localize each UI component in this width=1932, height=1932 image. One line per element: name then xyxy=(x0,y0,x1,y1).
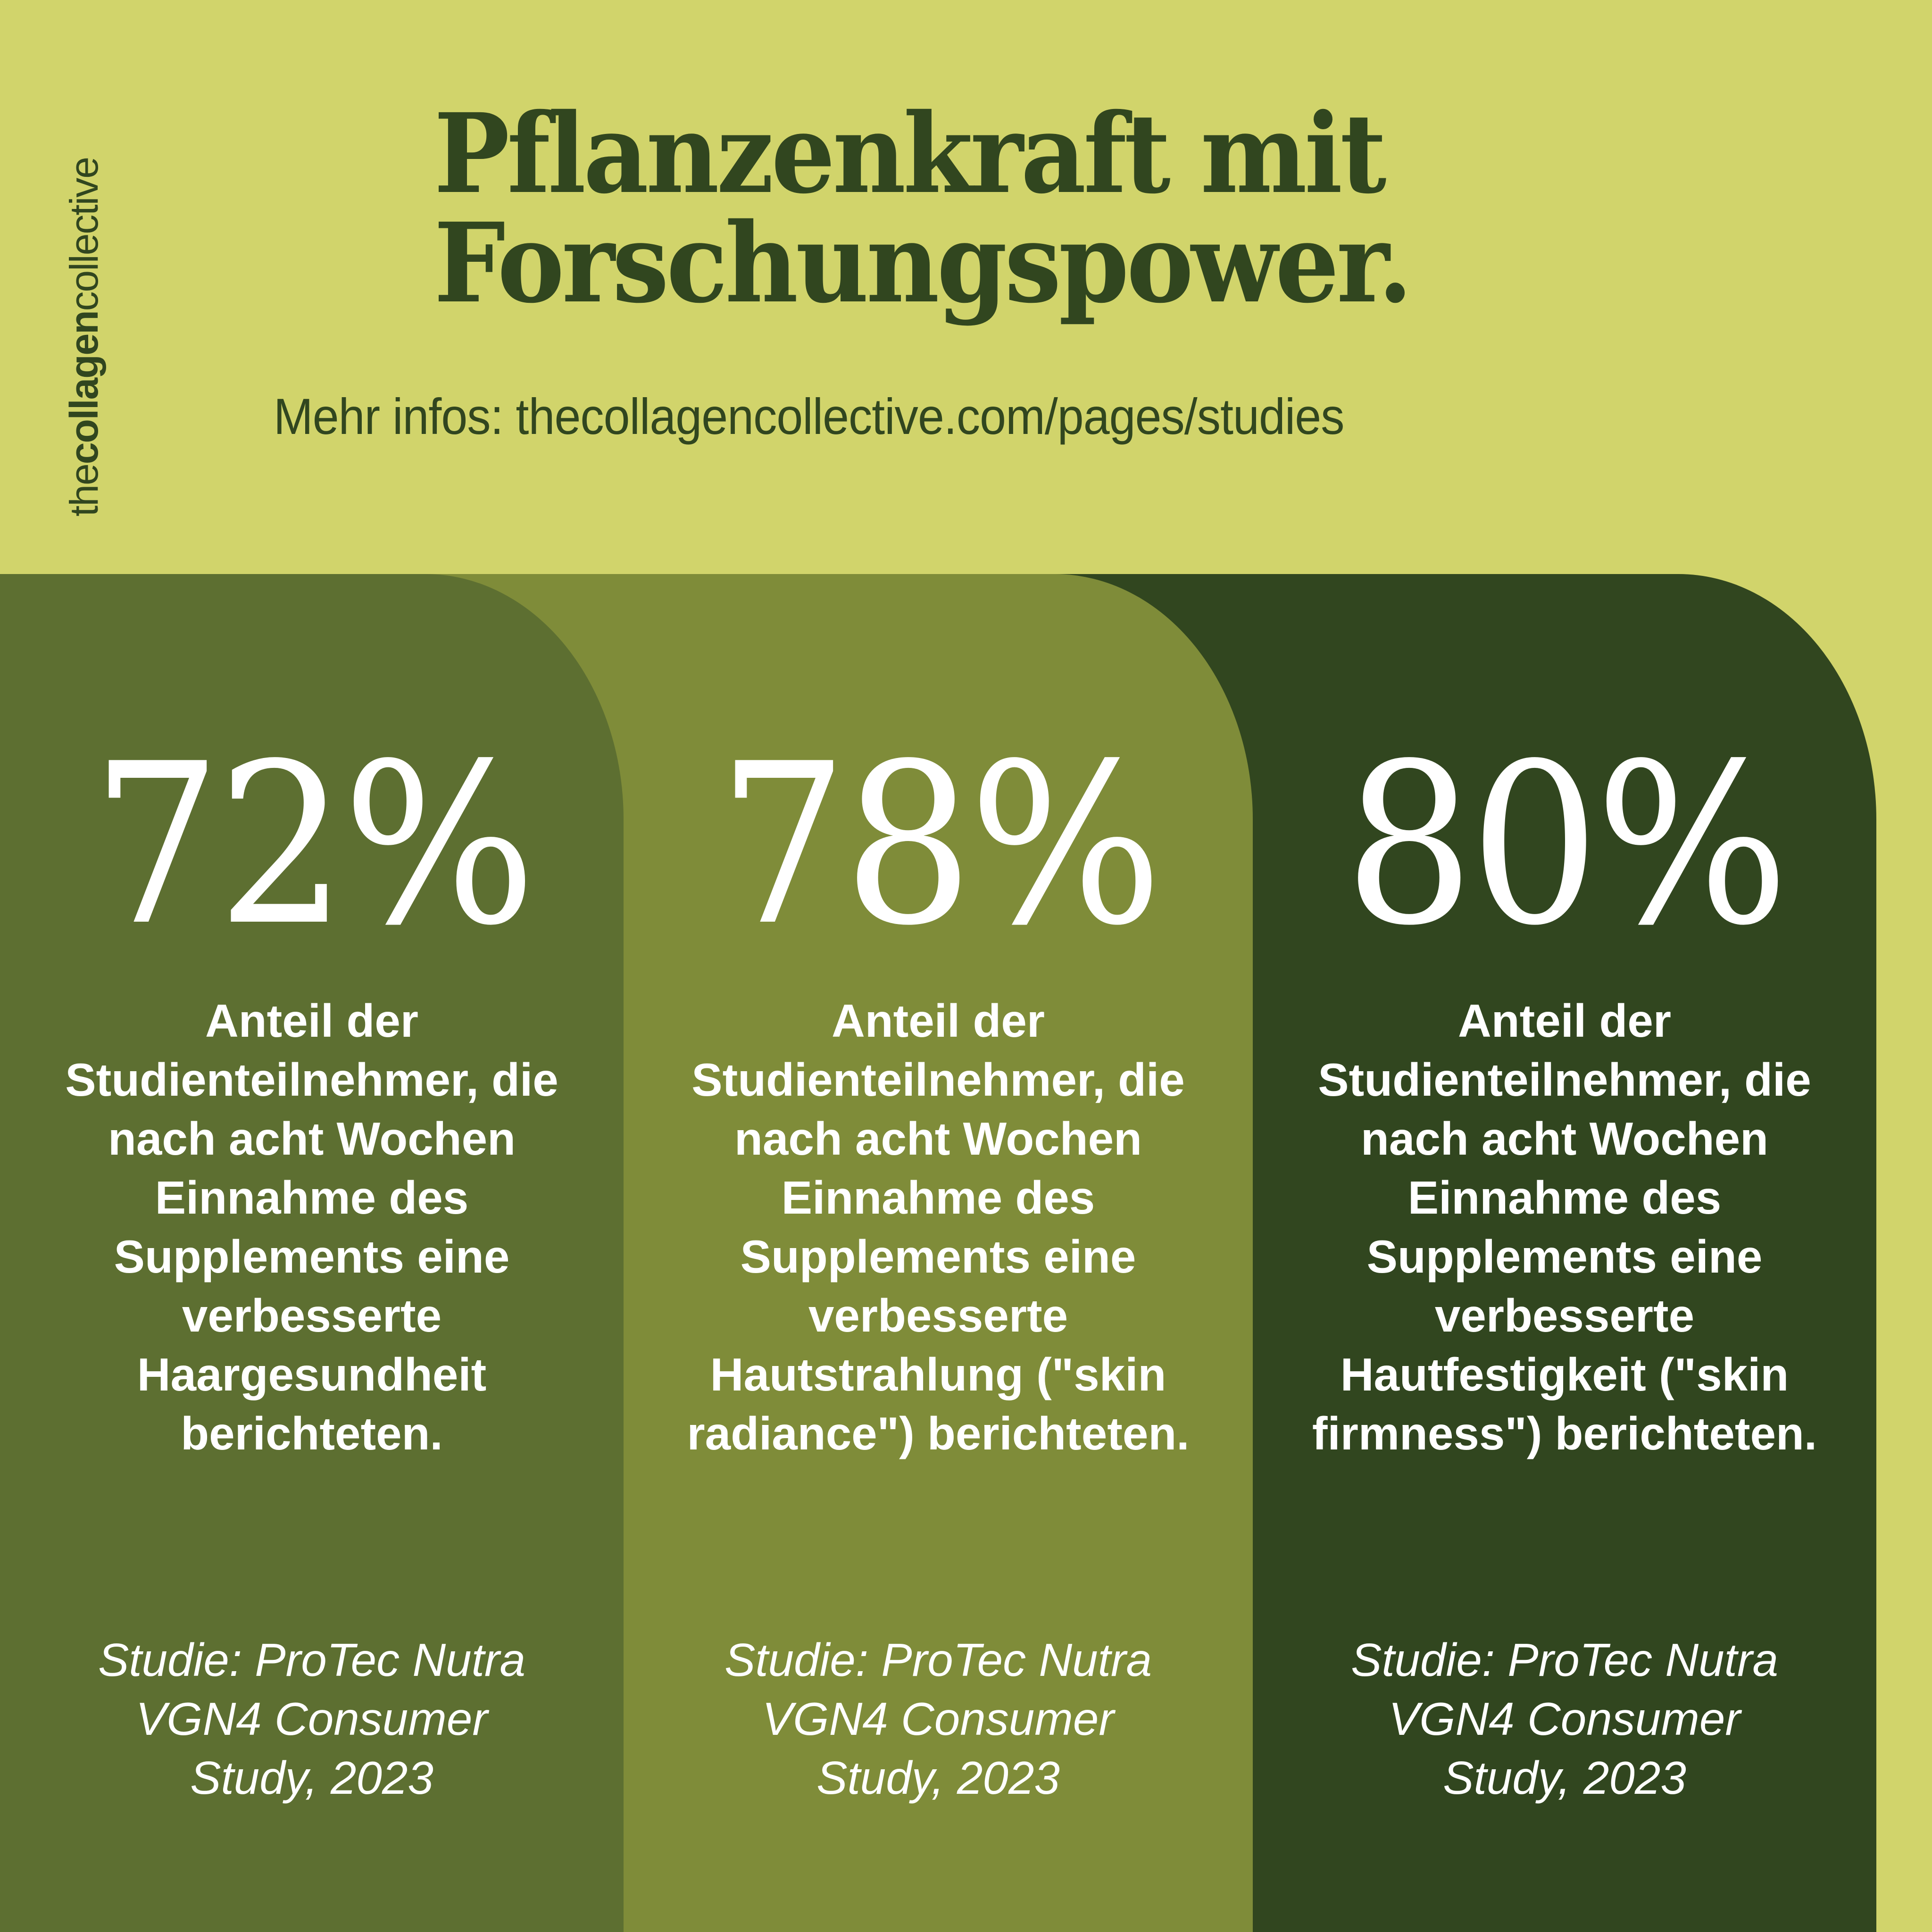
title-line-1: Pflanzenkraft mit xyxy=(434,89,1387,218)
stat-value: 78% xyxy=(718,716,1163,974)
stat-description: Anteil der Studienteilnehmer, die nach a… xyxy=(687,995,1190,1459)
title-line-2: Forschungspower. xyxy=(434,199,1413,327)
brand-bold: collagen xyxy=(62,311,106,465)
stat-citation: Studie: ProTec Nutra VGN4 Consumer Study… xyxy=(98,1634,526,1804)
stat-description: Anteil der Studienteilnehmer, die nach a… xyxy=(1312,995,1817,1459)
stat-panel-background-1 xyxy=(0,574,624,1932)
stat-citation: Studie: ProTec Nutra VGN4 Consumer Study… xyxy=(724,1634,1152,1804)
page-title: Pflanzenkraft mit Forschungspower. xyxy=(434,99,1475,318)
stat-description: Anteil der Studienteilnehmer, die nach a… xyxy=(65,995,558,1459)
brand-logo-vertical: thecollagencollective xyxy=(61,158,107,516)
brand-suffix: collective xyxy=(62,157,106,311)
stat-value: 80% xyxy=(1344,716,1789,974)
stat-citation: Studie: ProTec Nutra VGN4 Consumer Study… xyxy=(1350,1634,1779,1804)
stat-card-skin-firmness: 80% Anteil der Studienteilnehmer, die na… xyxy=(1253,574,1876,1932)
more-info-link[interactable]: Mehr infos: thecollagencollective.com/pa… xyxy=(274,388,1344,445)
brand-prefix: the xyxy=(62,464,106,516)
stat-card-hair-health: 72% Anteil der Studienteilnehmer, die na… xyxy=(0,574,624,1932)
stat-value: 72% xyxy=(92,716,536,974)
stat-card-skin-radiance: 78% Anteil der Studienteilnehmer, die na… xyxy=(624,574,1253,1932)
